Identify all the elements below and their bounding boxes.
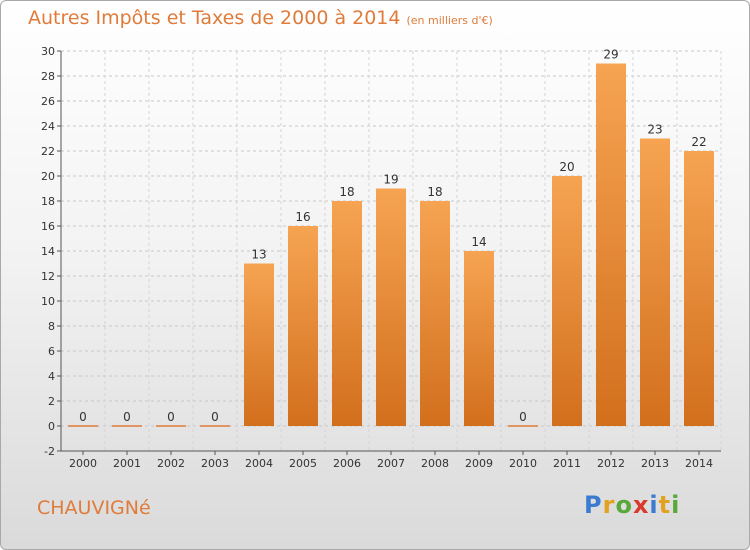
chart-title-unit: (en milliers d'€) (406, 14, 493, 27)
y-tick-label: 8 (48, 320, 55, 333)
data-label: 16 (295, 210, 310, 224)
y-tick-label: 2 (48, 395, 55, 408)
x-tick-label: 2006 (333, 457, 361, 470)
value-labels: 0 0 0 0 13 16 18 19 18 14 0 20 29 23 22 (79, 48, 706, 425)
axes (57, 50, 721, 455)
proxiti-logo: Proxiti (584, 491, 680, 519)
bar (288, 226, 318, 426)
y-tick-label: 6 (48, 345, 55, 358)
x-tick-label: 2012 (597, 457, 625, 470)
x-tick-label: 2010 (509, 457, 537, 470)
y-tick-label: 18 (41, 195, 55, 208)
data-label: 18 (339, 185, 354, 199)
bar (464, 251, 494, 426)
y-tick-label: 26 (41, 95, 55, 108)
y-tick-label: -2 (44, 445, 55, 458)
chart-title: Autres Impôts et Taxes de 2000 à 2014 (en… (28, 7, 493, 29)
x-tick-label: 2007 (377, 457, 405, 470)
logo-letter-p: P (584, 491, 603, 519)
x-tick-label: 2014 (685, 457, 713, 470)
bars (68, 63, 714, 427)
data-label: 18 (427, 185, 442, 199)
x-tick-label: 2004 (245, 457, 273, 470)
logo-letter-t: t (658, 491, 672, 519)
y-tick-label: 14 (41, 245, 55, 258)
x-tick-label: 2002 (157, 457, 185, 470)
data-label: 23 (647, 123, 662, 137)
y-tick-label: 22 (41, 145, 55, 158)
logo-letter-i2: i (671, 491, 681, 519)
y-tick-label: 24 (41, 120, 55, 133)
bar (376, 188, 406, 426)
commune-name: CHAUVIGNé (37, 497, 151, 519)
x-tick-labels: 2000 2001 2002 2003 2004 2005 2006 2007 2008 2009… (69, 457, 713, 470)
bar (552, 176, 582, 426)
bar (684, 151, 714, 426)
logo-letter-x: x (632, 491, 650, 519)
logo-letter-r: r (602, 491, 616, 519)
data-label: 0 (167, 410, 175, 424)
y-tick-label: 30 (41, 45, 55, 58)
x-tick-label: 2005 (289, 457, 317, 470)
bar (640, 138, 670, 426)
x-tick-label: 2009 (465, 457, 493, 470)
data-label: 19 (383, 173, 398, 187)
data-label: 29 (603, 48, 618, 62)
data-label: 22 (691, 135, 706, 149)
x-tick-label: 2008 (421, 457, 449, 470)
y-tick-label: 0 (48, 420, 55, 433)
y-tick-label: 20 (41, 170, 55, 183)
data-label: 13 (251, 248, 266, 262)
data-label: 0 (79, 410, 87, 424)
data-label: 20 (559, 160, 574, 174)
data-label: 0 (211, 410, 219, 424)
chart-title-main: Autres Impôts et Taxes de 2000 à 2014 (28, 7, 401, 29)
bar (332, 201, 362, 426)
data-label: 14 (471, 235, 486, 249)
x-tick-label: 2001 (113, 457, 141, 470)
x-tick-label: 2013 (641, 457, 669, 470)
logo-letter-o: o (615, 491, 633, 519)
bar (244, 263, 274, 426)
x-tick-label: 2003 (201, 457, 229, 470)
bar (420, 201, 450, 426)
x-tick-label: 2011 (553, 457, 581, 470)
y-tick-label: 16 (41, 220, 55, 233)
x-tick-label: 2000 (69, 457, 97, 470)
data-label: 0 (519, 410, 527, 424)
y-tick-label: 10 (41, 295, 55, 308)
logo-letter-i1: i (649, 491, 659, 519)
y-tick-label: 28 (41, 70, 55, 83)
bar (596, 63, 626, 426)
data-label: 0 (123, 410, 131, 424)
y-tick-label: 4 (48, 370, 55, 383)
y-tick-label: 12 (41, 270, 55, 283)
